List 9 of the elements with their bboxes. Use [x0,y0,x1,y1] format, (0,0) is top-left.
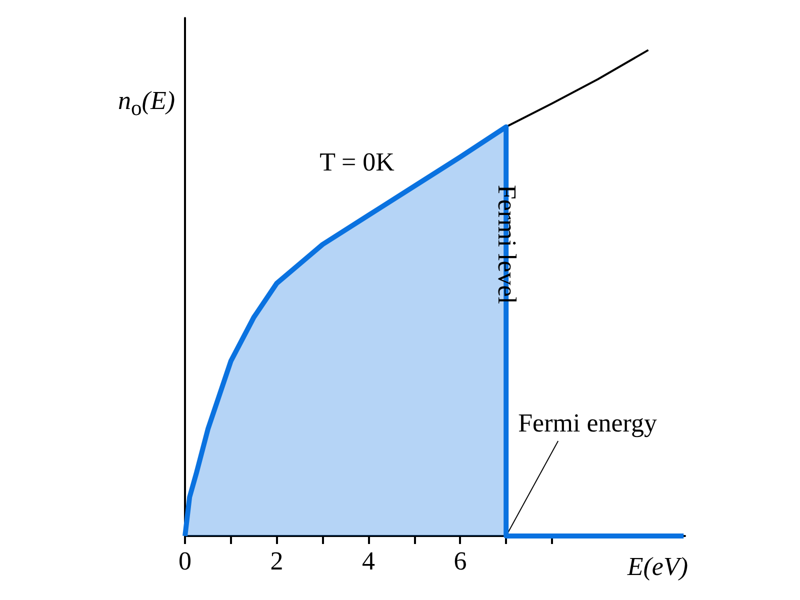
y-axis-title: n$_{o}$(E) [118,86,175,122]
annotation: T = 0K [320,148,395,176]
x-tick-label: 4 [362,546,375,576]
x-tick-label: 2 [270,546,284,576]
annotation: Fermi level [492,184,522,304]
x-tick-label: 0 [178,546,192,576]
x-axis-title: E(eV) [627,552,688,582]
annotation: Fermi energy [518,408,657,438]
x-tick-label: 6 [454,546,467,576]
